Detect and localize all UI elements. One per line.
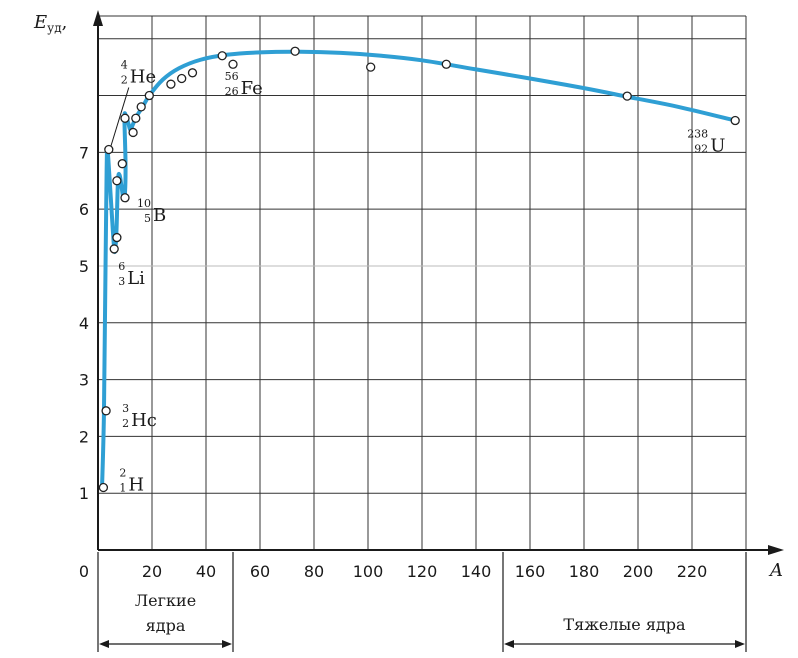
y-axis-label-suffix: , xyxy=(62,12,68,33)
y-tick-label: 6 xyxy=(79,200,89,219)
data-point xyxy=(730,115,740,126)
isotope-mass-number: 6 xyxy=(118,260,125,273)
isotope-charge-number: 92 xyxy=(694,143,708,156)
region-arrow-right xyxy=(735,640,745,648)
data-point xyxy=(144,90,154,101)
binding-energy-curve xyxy=(100,49,738,490)
region-arrow-left xyxy=(504,640,514,648)
isotope-label: 4 2 He xyxy=(121,59,156,88)
isotope-mass-number: 56 xyxy=(225,70,239,83)
data-point xyxy=(622,91,632,101)
isotope-label: 3 2 Hc xyxy=(122,402,157,431)
data-point xyxy=(228,59,238,69)
x-tick-label: 20 xyxy=(142,562,162,581)
region-arrow-right xyxy=(222,640,232,648)
region-label-line1: Тяжелые ядра xyxy=(563,615,686,634)
data-point xyxy=(136,102,146,112)
isotope-symbol: Li xyxy=(127,268,145,289)
x-tick-label: 60 xyxy=(250,562,270,581)
data-point xyxy=(117,159,127,169)
x-tick-label: 140 xyxy=(461,562,492,581)
isotope-label: 238 92 U xyxy=(687,128,725,157)
region-bracket: Тяжелые ядра xyxy=(502,552,747,652)
x-tick-label: 180 xyxy=(569,562,600,581)
region-label-line1: Легкие xyxy=(135,591,196,610)
isotope-mass-number: 2 xyxy=(119,467,126,480)
y-tick-labels: 1 2 3 4 5 6 7 xyxy=(79,143,89,503)
data-point xyxy=(187,68,198,78)
isotope-symbol: He xyxy=(130,67,156,88)
x-axis-arrow xyxy=(768,545,784,555)
isotope-mass-number: 10 xyxy=(137,197,151,210)
region-brackets: Легкие ядра Тяжелые ядра xyxy=(97,552,747,652)
isotope-symbol: Fe xyxy=(241,78,263,99)
isotope-charge-number: 2 xyxy=(121,74,128,87)
y-axis-arrow xyxy=(93,10,103,26)
isotope-label: 10 5 B xyxy=(137,197,166,226)
x-tick-label: 200 xyxy=(623,562,654,581)
isotope-label: 6 3 Li xyxy=(118,260,145,289)
x-tick-labels: 0 20 40 60 80 100 120 140 160 180 200 220 xyxy=(79,562,707,581)
y-axis-label-sub: уд xyxy=(47,21,61,35)
x-tick-label: 100 xyxy=(353,562,384,581)
data-point xyxy=(290,46,300,56)
isotope-mass-number: 3 xyxy=(122,402,129,415)
data-point xyxy=(120,113,130,123)
data-point xyxy=(101,406,111,416)
region-label-line2: ядра xyxy=(146,616,186,635)
isotope-mass-number: 4 xyxy=(121,59,128,72)
data-point xyxy=(366,62,376,72)
isotope-label: 56 26 Fe xyxy=(225,70,263,99)
data-point xyxy=(112,232,122,243)
data-point xyxy=(177,73,187,84)
data-point xyxy=(112,176,122,186)
data-point xyxy=(441,59,451,69)
y-tick-label: 3 xyxy=(79,371,89,390)
isotope-symbol: Hc xyxy=(131,410,157,431)
grid xyxy=(98,15,747,550)
isotope-charge-number: 1 xyxy=(119,482,126,495)
region-arrow-left xyxy=(99,640,109,648)
y-tick-label: 5 xyxy=(79,257,89,276)
x-tick-label: 40 xyxy=(196,562,216,581)
isotope-mass-number: 238 xyxy=(687,128,708,141)
data-point xyxy=(128,127,138,138)
x-tick-label: 120 xyxy=(407,562,438,581)
data-point xyxy=(166,79,176,89)
x-tick-label: 0 xyxy=(79,562,89,581)
isotope-symbol: U xyxy=(710,136,725,157)
data-point xyxy=(120,193,130,203)
x-tick-label: 160 xyxy=(515,562,546,581)
isotope-charge-number: 3 xyxy=(118,275,125,288)
data-points xyxy=(98,46,740,493)
y-tick-label: 4 xyxy=(79,314,89,333)
y-tick-label: 1 xyxy=(79,484,89,503)
data-point xyxy=(109,244,119,254)
x-axis-label: A xyxy=(768,560,783,581)
x-tick-label: 220 xyxy=(677,562,708,581)
y-tick-label: 2 xyxy=(79,427,89,446)
y-tick-label: 7 xyxy=(79,143,89,162)
isotope-symbol: B xyxy=(153,205,166,226)
isotope-symbol: H xyxy=(128,475,144,496)
y-axis-label: Eуд, xyxy=(33,12,67,35)
axes xyxy=(93,10,784,555)
data-point xyxy=(217,51,227,61)
data-point xyxy=(98,482,109,493)
isotope-charge-number: 5 xyxy=(144,212,151,225)
data-point xyxy=(131,113,141,123)
isotope-label: 2 1 H xyxy=(119,467,144,496)
isotope-charge-number: 2 xyxy=(122,417,129,430)
annotation-leader-line xyxy=(110,87,130,147)
region-bracket: Легкие ядра xyxy=(97,552,234,652)
isotope-charge-number: 26 xyxy=(225,85,239,98)
data-point xyxy=(104,144,114,155)
annotation-leaders xyxy=(110,87,130,147)
x-tick-label: 80 xyxy=(304,562,324,581)
